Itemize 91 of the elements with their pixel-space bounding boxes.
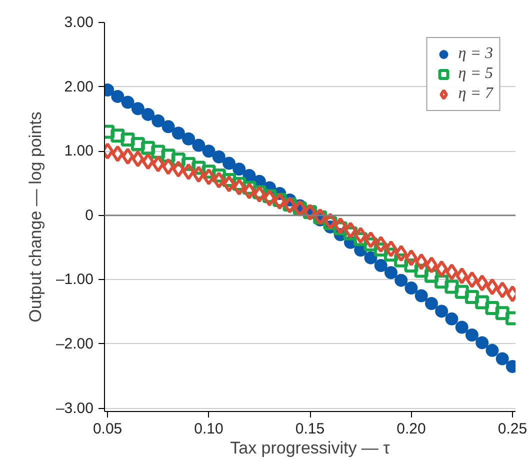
point (476, 336, 489, 350)
x-axis-title: Tax progressivity — τ (230, 438, 390, 458)
point (394, 244, 408, 262)
legend-label: η = 7 (458, 85, 493, 103)
point (435, 260, 448, 278)
point (384, 266, 398, 280)
point (374, 236, 388, 253)
point (476, 274, 488, 292)
point (202, 144, 216, 158)
point (466, 271, 478, 288)
point (394, 274, 408, 287)
legend-label: η = 3 (458, 45, 493, 63)
point (152, 155, 164, 172)
point (202, 168, 215, 186)
point (425, 256, 438, 274)
point (344, 222, 357, 239)
point (222, 156, 236, 170)
point (384, 240, 398, 258)
point (131, 102, 144, 116)
y-axis-title: Output change — log points (26, 112, 45, 322)
point (434, 274, 449, 289)
x-tick-label: 0.10 (194, 420, 224, 438)
point (273, 192, 286, 210)
y-tick-label: 3.00 (64, 14, 94, 31)
point (192, 166, 205, 183)
point (405, 249, 418, 266)
point (334, 217, 347, 234)
x-tick-label: 0.05 (92, 420, 122, 438)
point (111, 145, 124, 162)
point (444, 280, 459, 294)
point (456, 267, 468, 284)
point (162, 120, 175, 134)
point (120, 132, 135, 147)
point (151, 144, 166, 159)
point (192, 138, 206, 152)
point (485, 300, 500, 315)
point (253, 186, 266, 203)
point (130, 137, 145, 152)
point (486, 344, 499, 357)
point (364, 251, 378, 264)
point (222, 175, 236, 192)
point (465, 328, 478, 342)
point (142, 108, 155, 121)
point (464, 290, 479, 304)
point (454, 284, 469, 299)
y-tick-label: 1.00 (64, 142, 94, 160)
point (172, 126, 185, 140)
point (445, 312, 458, 326)
point (414, 289, 428, 302)
point (424, 296, 438, 310)
point (495, 306, 510, 320)
point (141, 140, 156, 155)
point (212, 150, 226, 164)
point (374, 259, 388, 272)
point (110, 128, 125, 143)
point (142, 152, 154, 170)
point (232, 162, 246, 176)
point (263, 190, 276, 207)
point (284, 196, 296, 214)
point (232, 178, 246, 196)
point (446, 263, 458, 280)
point (435, 304, 448, 318)
point (162, 158, 174, 176)
point (152, 114, 165, 128)
point (496, 352, 509, 366)
point (182, 163, 195, 180)
point (111, 90, 124, 103)
point (182, 132, 196, 146)
y-tick-label: –2.00 (56, 335, 94, 352)
point (475, 295, 490, 310)
y-tick-label: –1.00 (56, 271, 94, 288)
legend-label: η = 5 (458, 65, 493, 83)
x-tick-label: 0.20 (396, 420, 426, 438)
point (132, 150, 144, 168)
point (364, 231, 377, 248)
x-tick-label: 0.15 (295, 420, 325, 438)
x-tick-label: 0.25 (498, 420, 528, 438)
point (354, 226, 367, 244)
point (121, 96, 134, 109)
point (172, 160, 185, 178)
y-tick-label: 0 (85, 206, 94, 224)
point (404, 282, 418, 295)
point (212, 172, 226, 189)
point (486, 278, 498, 296)
y-tick-label: –3.00 (56, 400, 94, 417)
point (496, 281, 509, 298)
point (243, 182, 256, 200)
point (455, 320, 468, 334)
point (415, 253, 428, 270)
y-tick-label: 2.00 (64, 78, 94, 96)
point (122, 148, 134, 165)
